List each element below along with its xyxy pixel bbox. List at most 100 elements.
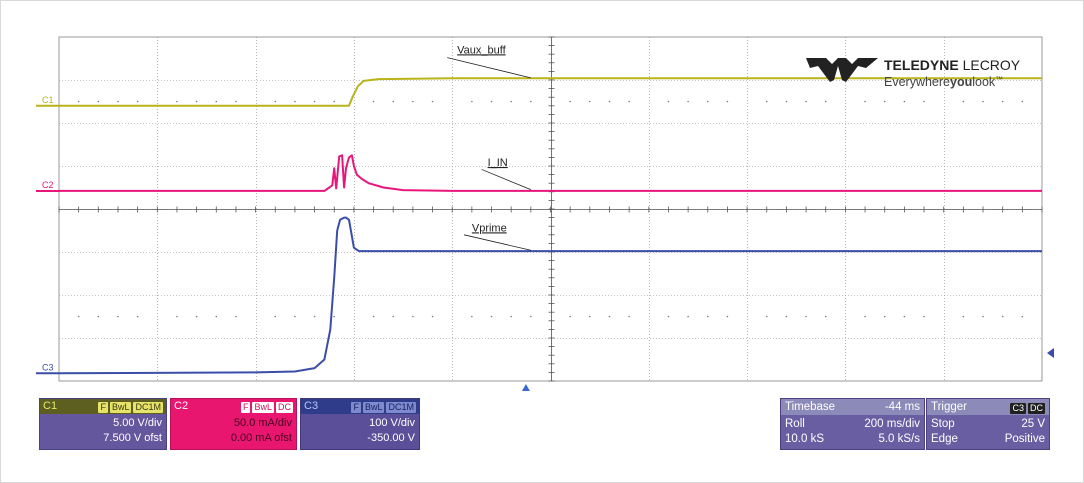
grid-dot bbox=[97, 315, 100, 318]
grid-dot bbox=[883, 100, 886, 103]
grid-dot bbox=[667, 100, 670, 103]
grid-dot bbox=[471, 100, 473, 103]
trigger-mode: Stop bbox=[931, 418, 955, 430]
trigger-coupling: DC bbox=[1028, 403, 1045, 414]
grid-dot bbox=[805, 315, 807, 318]
brand-tagline: Everywhereyoulook™ bbox=[884, 75, 1003, 89]
grid-dot bbox=[77, 100, 80, 103]
grid-dot bbox=[412, 315, 414, 318]
channel-3-tag-coupling: DC1M bbox=[386, 402, 416, 413]
grid-dot bbox=[883, 315, 886, 318]
trace-labels: Vaux_buff I_IN Vprime bbox=[447, 44, 531, 251]
grid-dot bbox=[1001, 315, 1004, 318]
grid-dot bbox=[569, 100, 571, 103]
grid-dot bbox=[765, 100, 768, 103]
logo-mark-icon bbox=[806, 58, 878, 82]
grid-dot bbox=[274, 100, 277, 103]
trace-label-leader bbox=[463, 234, 531, 251]
grid-dot bbox=[687, 100, 689, 103]
grid-dot bbox=[372, 100, 375, 103]
grid-dot bbox=[77, 315, 80, 318]
grid-dot bbox=[1021, 315, 1024, 318]
timebase-panel[interactable]: Timebase -44 ms Roll 200 ms/div 10.0 kS … bbox=[780, 398, 925, 450]
trigger-source: C3 bbox=[1010, 403, 1026, 414]
channel-1-scale: 5.00 V/div bbox=[113, 417, 162, 429]
grid-dot bbox=[569, 315, 571, 318]
graticule bbox=[58, 36, 1043, 382]
grid-dot bbox=[294, 100, 296, 103]
grid-dot bbox=[608, 315, 611, 318]
grid-dot bbox=[392, 315, 395, 318]
grid-dot bbox=[117, 315, 119, 318]
trigger-level-arrow bbox=[1047, 348, 1054, 359]
grid-dot bbox=[962, 315, 965, 318]
grid-dot bbox=[294, 315, 296, 318]
channel-marker-c3: C3 bbox=[42, 362, 54, 372]
grid-dot bbox=[97, 100, 100, 103]
channel-2-offset: 0.00 mA ofst bbox=[230, 432, 292, 444]
grid-dot bbox=[510, 315, 512, 318]
grid-dot bbox=[923, 100, 925, 103]
grid-dot bbox=[313, 100, 316, 103]
channel-3-scale: 100 V/div bbox=[369, 417, 415, 429]
channel-1-panel[interactable]: C1 F BwL DC1M 5.00 V/div 7.500 V ofst bbox=[39, 398, 167, 450]
channel-1-offset: 7.500 V ofst bbox=[103, 432, 162, 444]
channel-3-panel[interactable]: C3 F BwL DC1M 100 V/div -350.00 V bbox=[300, 398, 420, 450]
grid-dot bbox=[333, 315, 336, 318]
grid-dot bbox=[785, 315, 788, 318]
grid-dot bbox=[864, 100, 866, 103]
teledyne-lecroy-logo: TELEDYNE LECROY Everywhereyoulook™ bbox=[806, 57, 1021, 89]
grid-dot bbox=[1001, 100, 1004, 103]
trace-label-c2: I_IN bbox=[488, 157, 508, 169]
trigger-position-arrow bbox=[521, 384, 530, 391]
grid-dot bbox=[490, 100, 493, 103]
channel-1-id: C1 bbox=[43, 400, 58, 412]
grid-dot bbox=[726, 100, 729, 103]
grid-dot bbox=[510, 100, 512, 103]
trigger-type: Edge bbox=[931, 433, 958, 445]
channel-markers: C1 C2 C3 bbox=[36, 95, 1054, 391]
grid-dot bbox=[333, 100, 336, 103]
grid-dot bbox=[176, 315, 178, 318]
grid-dot bbox=[706, 315, 709, 318]
trace-label-c1: Vaux_buff bbox=[457, 44, 506, 56]
trigger-panel[interactable]: Trigger C3 DC Stop 25 V Edge Positive bbox=[926, 398, 1050, 450]
channel-1-tag-filter: F bbox=[98, 402, 108, 413]
trace-c1 bbox=[59, 77, 1042, 107]
trigger-level: 25 V bbox=[1021, 418, 1045, 430]
grid-dot bbox=[923, 315, 925, 318]
trace-label-leader bbox=[481, 169, 531, 191]
grid-dot bbox=[824, 100, 827, 103]
trace-c3 bbox=[58, 216, 1042, 375]
grid-dot bbox=[431, 315, 434, 318]
channel-3-header: C3 F BwL DC1M bbox=[301, 399, 419, 414]
trace-c2 bbox=[59, 154, 1042, 192]
channel-2-panel[interactable]: C2 F BwL DC 50.0 mA/div 0.00 mA ofst bbox=[170, 398, 297, 450]
channel-1-tag-coupling: DC1M bbox=[133, 402, 163, 413]
grid-dot bbox=[490, 315, 493, 318]
grid-dot bbox=[530, 315, 532, 318]
grid-dot bbox=[962, 100, 965, 103]
timebase-samples: 10.0 kS bbox=[785, 433, 824, 445]
grid-dot bbox=[117, 100, 119, 103]
timebase-delay: -44 ms bbox=[884, 401, 920, 413]
trigger-slope: Positive bbox=[1004, 433, 1045, 445]
channel-2-tag-bwl: BwL bbox=[252, 402, 274, 413]
grid-dot bbox=[982, 315, 984, 318]
channel-marker-c2: C2 bbox=[42, 180, 54, 190]
grid-dot bbox=[313, 315, 316, 318]
grid-dot bbox=[608, 100, 611, 103]
channel-3-tag-bwl: BwL bbox=[362, 402, 385, 413]
timebase-mode: Roll bbox=[785, 418, 805, 430]
trigger-label: Trigger bbox=[931, 401, 967, 413]
channel-2-tag-coupling: DC bbox=[276, 402, 293, 413]
grid-dot bbox=[805, 100, 807, 103]
trace-label-c3: Vprime bbox=[472, 222, 507, 234]
grid-dot bbox=[589, 100, 591, 103]
channel-1-header: C1 F BwL DC1M bbox=[40, 399, 166, 414]
grid-dot bbox=[215, 100, 218, 103]
grid-dot bbox=[372, 315, 375, 318]
grid-dot bbox=[589, 315, 591, 318]
grid-dot bbox=[628, 315, 630, 318]
